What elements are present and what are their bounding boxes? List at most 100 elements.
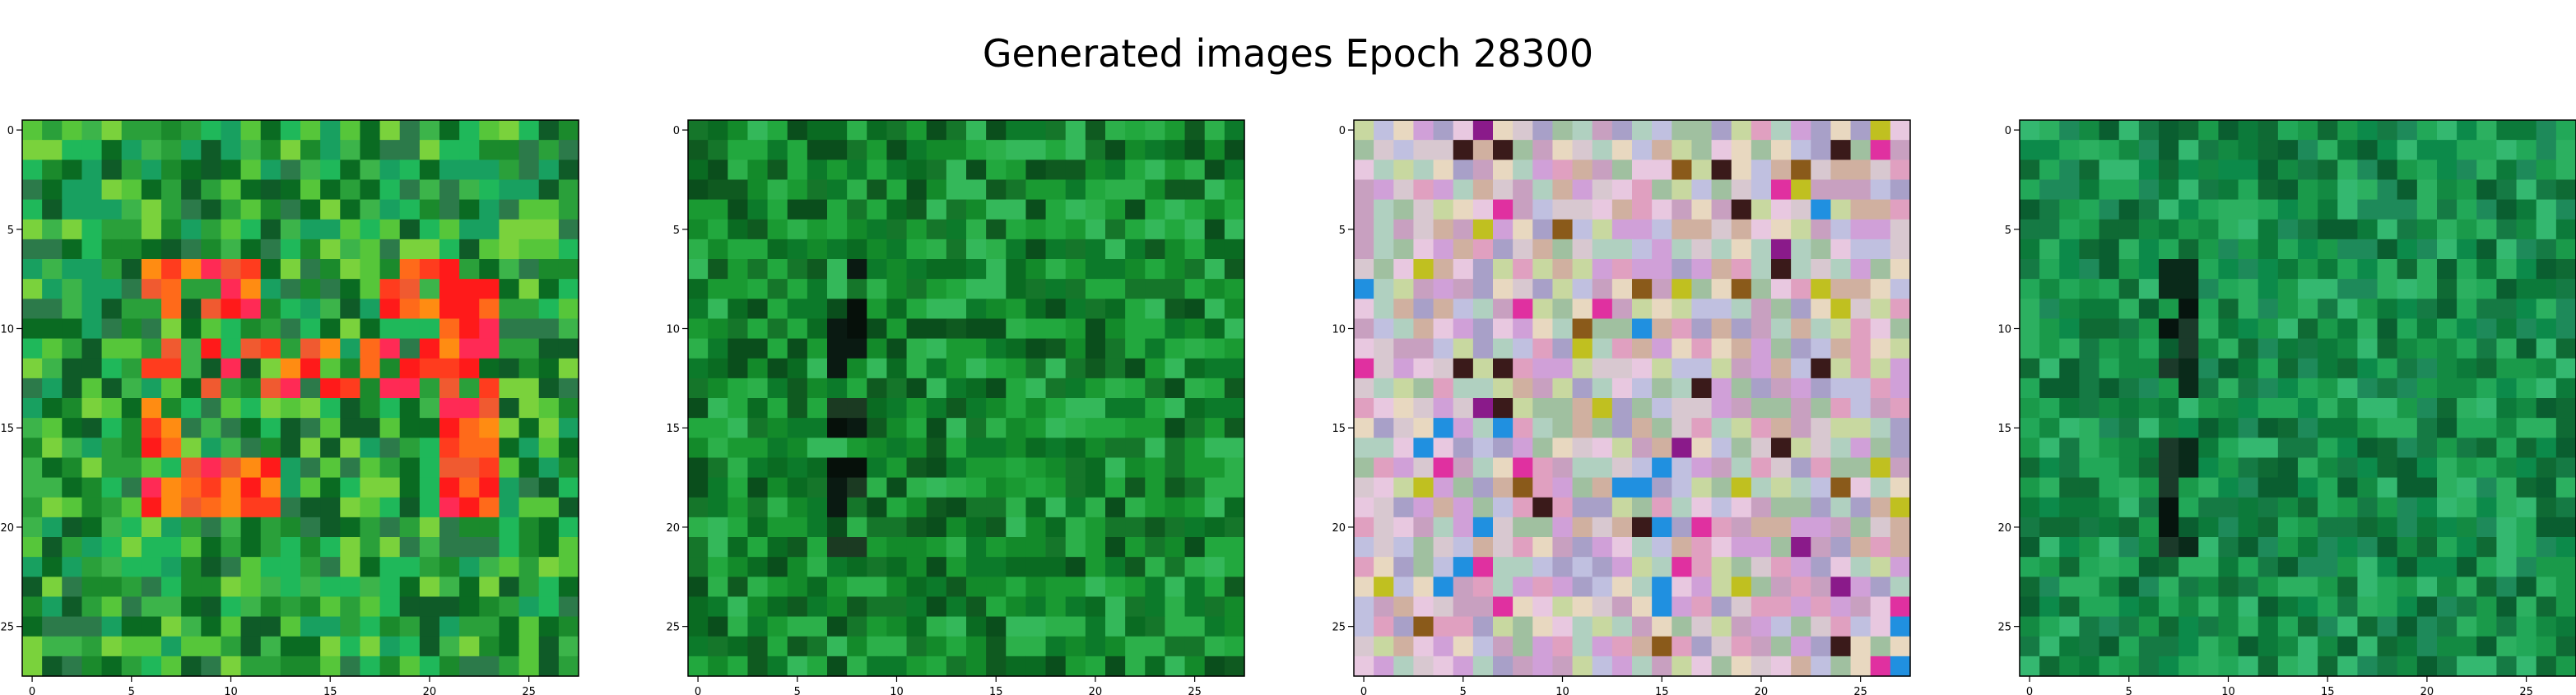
pixel-cell [1572,636,1593,657]
pixel-cell [1632,239,1653,260]
pixel-cell [807,219,828,240]
pixel-cell [1652,616,1672,637]
pixel-cell [201,656,222,677]
pixel-cell [379,537,401,558]
pixel-cell [986,616,1007,637]
pixel-cell [320,517,341,538]
pixel-cell [419,398,440,419]
pixel-cell [1472,338,1494,359]
pixel-cell [300,299,321,320]
pixel-cell [399,299,421,320]
pixel-cell [1890,179,1911,201]
pixel-cell [260,477,281,498]
pixel-cell [201,179,222,201]
pixel-cell [62,596,83,618]
pixel-cell [1354,259,1374,280]
pixel-cell [688,299,709,320]
pixel-cell [479,497,500,518]
pixel-cell [1045,259,1067,280]
pixel-cell [2555,517,2576,538]
pixel-cell [1493,557,1514,577]
pixel-cell [1513,279,1533,299]
pixel-cell [2516,616,2537,637]
pixel-cell [399,398,421,419]
pixel-cell [1433,140,1454,160]
pixel-cell [1433,577,1454,598]
pixel-cell [2536,577,2557,598]
pixel-cell [2476,636,2498,657]
pixel-cell [379,577,401,598]
pixel-cell [1025,160,1047,181]
pixel-cell [708,577,728,598]
pixel-cell [1354,239,1374,260]
y-tick-label: 0 [673,125,680,137]
pixel-cell [399,517,421,538]
pixel-cell [1611,596,1633,618]
pixel-cell [360,338,381,359]
pixel-cell [1472,438,1494,459]
pixel-cell [1105,418,1126,438]
pixel-cell [1731,418,1752,438]
pixel-cell [499,199,520,220]
pixel-cell [1731,239,1752,260]
axes-frame [2019,119,2576,677]
pixel-cell [320,577,341,598]
pixel-cell [2079,199,2100,220]
pixel-cell [538,219,560,240]
pixel-cell [340,338,361,359]
pixel-cell [260,418,281,438]
pixel-cell [2059,596,2081,618]
pixel-cell [2178,457,2199,479]
pixel-cell [1572,656,1593,677]
pixel-cell [459,656,480,677]
pixel-cell [518,457,540,479]
pixel-cell [300,378,321,399]
pixel-cell [2397,557,2418,577]
pixel-cell [2496,537,2518,558]
pixel-cell [1731,259,1752,280]
pixel-cell [906,279,928,299]
pixel-cell [1791,596,1811,618]
pixel-cell [161,160,182,181]
x-tick-label: 0 [695,686,701,695]
pixel-cell [1572,477,1593,498]
pixel-cell [2238,537,2259,558]
pixel-cell [1592,120,1613,141]
pixel-cell [2238,160,2259,181]
pixel-cell [1354,418,1374,438]
pixel-cell [2437,636,2457,657]
pixel-cell [2039,517,2060,538]
pixel-cell [2476,299,2498,320]
pixel-cell [1125,338,1146,359]
pixel-cell [1771,160,1792,181]
pixel-cell [320,537,341,558]
pixel-cell [2039,497,2060,518]
pixel-cell [1413,140,1434,160]
pixel-cell [240,199,262,220]
pixel-cell [1850,577,1872,598]
pixel-cell [340,457,361,479]
pixel-cell [807,259,828,280]
pixel-cell [538,279,560,299]
pixel-cell [1065,160,1086,181]
pixel-cell [2457,497,2477,518]
pixel-cell [1672,259,1693,280]
pixel-cell [906,438,928,459]
pixel-cell [459,358,480,379]
pixel-cell [1413,199,1434,220]
pixel-cell [320,636,341,657]
pixel-cell [1184,338,1206,359]
pixel-cell [2457,239,2477,260]
pixel-cell [1085,398,1106,419]
pixel-cell [1393,199,1415,220]
pixel-cell [1493,418,1514,438]
pixel-cell [767,398,788,419]
pixel-cell [1374,457,1394,479]
pixel-cell [479,557,500,577]
pixel-cell [2079,160,2100,181]
pixel-cell [1224,239,1245,260]
pixel-cell [221,656,242,677]
pixel-cell [1472,596,1494,618]
pixel-cell [827,239,848,260]
pixel-cell [2496,378,2518,399]
